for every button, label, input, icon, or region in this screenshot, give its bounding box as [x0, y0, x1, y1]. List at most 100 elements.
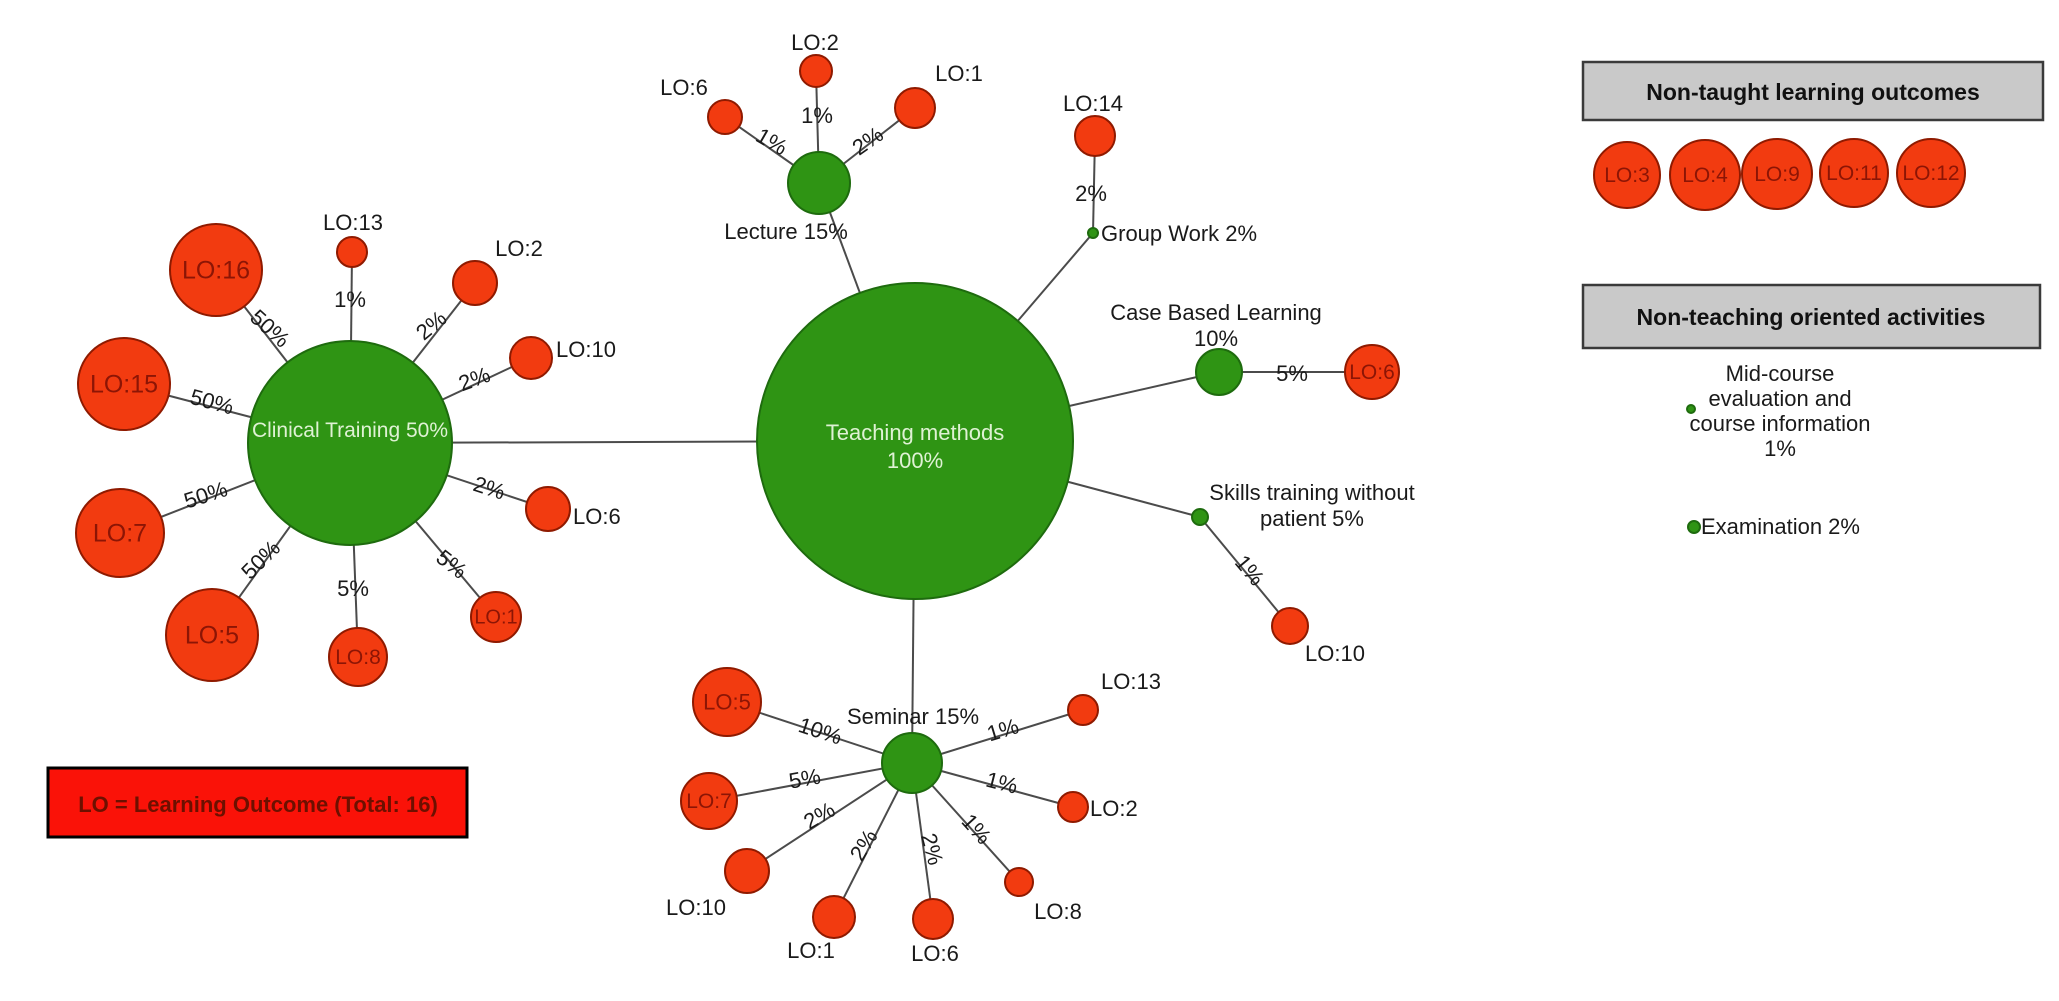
node-label-le-lo1: LO:1: [935, 61, 983, 86]
node-layer: [75, 54, 1966, 940]
outcome-node-nt-lo3: [1593, 141, 1661, 209]
edge-percent-label-seminar-se-lo7: 5%: [787, 764, 823, 794]
outcome-node-nt-lo9: [1741, 138, 1813, 210]
node-label-line: Skills training without: [1209, 480, 1414, 505]
node-label-line: Mid-course: [1726, 361, 1835, 386]
legend-text: LO = Learning Outcome (Total: 16): [78, 792, 438, 817]
method-node-seminar: [881, 732, 943, 794]
node-label-skills: Skills training without patient 5%: [1209, 480, 1414, 531]
edge-skills-sk-lo10: [1199, 516, 1291, 627]
node-label-line: 10%: [1194, 326, 1238, 351]
node-label-se-lo7: LO:7: [686, 790, 732, 813]
node-label-cl-lo13: LO:13: [323, 210, 383, 235]
non-taught-header-box: [1581, 60, 2045, 122]
non-teaching-title: Non-teaching oriented activities: [1637, 304, 1986, 330]
outcome-node-se-lo1: [812, 895, 856, 939]
method-node-exam: [1687, 520, 1701, 534]
outcome-node-nt-lo4: [1669, 139, 1741, 211]
node-label-teaching: Teaching methods 100%: [826, 420, 1005, 473]
outcome-node-nt-lo12: [1896, 138, 1966, 208]
node-label-sk-lo10: LO:10: [1305, 641, 1365, 666]
edge-seminar-se-lo10: [746, 762, 913, 872]
outcome-node-cl-lo8: [328, 627, 388, 687]
node-label-line: 100%: [887, 448, 943, 473]
edge-percent-label-clinical-cl-lo13: 1%: [334, 287, 366, 312]
node-label-le-lo2: LO:2: [791, 30, 839, 55]
outcome-node-se-lo2: [1057, 791, 1089, 823]
node-label-line: evaluation and: [1708, 386, 1851, 411]
non-taught-title: Non-taught learning outcomes: [1646, 79, 1980, 105]
outcome-node-le-lo6: [707, 99, 743, 135]
node-label-nt-lo3: LO:3: [1604, 164, 1650, 187]
method-node-skills: [1191, 508, 1209, 526]
method-node-lecture: [787, 151, 851, 215]
edge-percent-label-groupwork-gw-lo14: 2%: [1075, 181, 1107, 206]
node-label-se-lo1: LO:1: [787, 938, 835, 963]
node-label-cl-lo2: LO:2: [495, 236, 543, 261]
node-label-se-lo8: LO:8: [1034, 899, 1082, 924]
node-label-cl-lo8: LO:8: [335, 646, 381, 669]
outcome-node-cl-lo15: [77, 337, 171, 431]
method-node-casebased: [1195, 348, 1243, 396]
outcome-node-cb-lo6: [1344, 344, 1400, 400]
node-label-line: patient 5%: [1260, 506, 1364, 531]
node-label-nt-lo4: LO:4: [1682, 164, 1728, 187]
outcome-node-le-lo1: [894, 87, 936, 129]
node-label-se-lo13: LO:13: [1101, 669, 1161, 694]
outcome-node-le-lo2: [799, 54, 833, 88]
method-node-clinical: [247, 340, 453, 546]
outcome-node-cl-lo7: [75, 488, 165, 578]
legend-box: [46, 766, 469, 839]
non-teaching-header-box: [1581, 283, 2042, 350]
node-label-nt-lo12: LO:12: [1902, 162, 1959, 185]
node-label-cl-lo15: LO:15: [90, 370, 158, 398]
outcome-node-cl-lo1: [470, 591, 522, 643]
method-node-groupwork: [1087, 227, 1099, 239]
non-teaching-panel: Non-teaching oriented activities: [1581, 283, 2042, 350]
node-label-se-lo10: LO:10: [666, 895, 726, 920]
node-label-cl-lo16: LO:16: [182, 256, 250, 284]
outcome-node-nt-lo11: [1819, 138, 1889, 208]
legend: LO = Learning Outcome (Total: 16): [46, 766, 469, 839]
node-label-se-lo2: LO:2: [1090, 796, 1138, 821]
node-label-line: Teaching methods: [826, 420, 1005, 445]
outcome-node-sk-lo10: [1271, 607, 1309, 645]
node-label-cl-lo5: LO:5: [185, 621, 239, 649]
outcome-node-cl-lo2: [452, 260, 498, 306]
node-label-gw-lo14: LO:14: [1063, 91, 1123, 116]
edge-percent-label-casebased-cb-lo6: 5%: [1276, 361, 1308, 386]
node-label-cl-lo6: LO:6: [573, 504, 621, 529]
outcome-node-se-lo7: [680, 772, 738, 830]
node-label-cl-lo1: LO:1: [474, 607, 517, 629]
node-label-line: Case Based Learning: [1110, 300, 1322, 325]
outcome-node-se-lo5: [692, 667, 762, 737]
node-label-nt-lo9: LO:9: [1754, 163, 1800, 186]
node-label-lecture: Lecture 15%: [724, 219, 848, 244]
edge-seminar-se-lo7: [708, 762, 913, 802]
node-label-groupwork: Group Work 2%: [1101, 221, 1257, 246]
outcome-node-se-lo10: [724, 848, 770, 894]
node-label-nt-lo11: LO:11: [1826, 162, 1882, 185]
outcome-node-cl-lo16: [169, 223, 263, 317]
non-taught-panel: Non-taught learning outcomes: [1581, 60, 2045, 122]
node-label-cl-lo10: LO:10: [556, 337, 616, 362]
outcome-node-cl-lo6: [525, 486, 571, 532]
node-label-cl-lo7: LO:7: [93, 519, 147, 547]
edge-percent-label-clinical-cl-lo8: 5%: [337, 576, 369, 601]
node-label-midcourse: Mid-course evaluation and course informati…: [1690, 361, 1871, 461]
node-label-cb-lo6: LO:6: [1349, 361, 1395, 384]
outcome-node-gw-lo14: [1074, 115, 1116, 157]
outcome-node-cl-lo13: [336, 236, 368, 268]
node-label-clinical: Clinical Training 50%: [252, 419, 448, 442]
node-label-line: 1%: [1764, 436, 1796, 461]
node-label-exam: Examination 2%: [1701, 514, 1860, 539]
method-node-teaching: [756, 282, 1074, 600]
node-label-line: course information: [1690, 411, 1871, 436]
method-node-midcourse: [1686, 404, 1696, 414]
node-label-se-lo5: LO:5: [703, 689, 751, 714]
outcome-node-cl-lo10: [509, 336, 553, 380]
outcome-node-se-lo13: [1067, 694, 1099, 726]
node-label-casebased: Case Based Learning 10%: [1110, 300, 1322, 351]
